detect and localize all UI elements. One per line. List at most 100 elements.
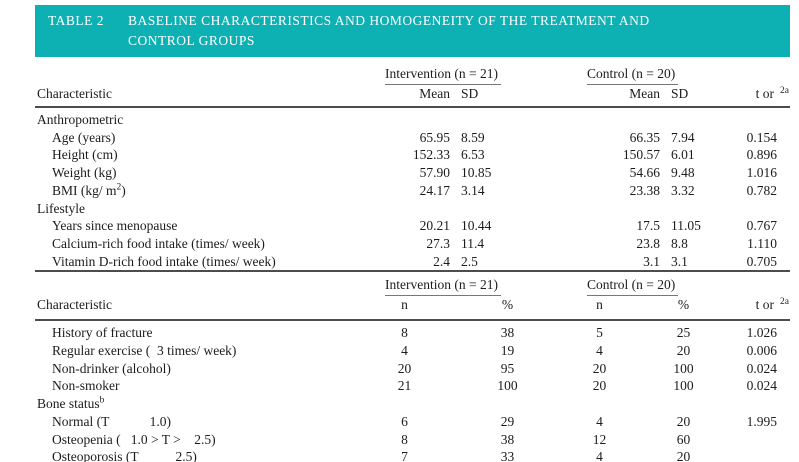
- control-dispersion-cell: 3.1: [671, 253, 688, 269]
- intervention-dispersion-cell: [450, 200, 587, 218]
- characteristic-cell: Height (cm): [52, 147, 118, 163]
- characteristic-cell: Non-drinker (alcohol): [52, 360, 171, 376]
- control-value-cell: 17.5: [636, 218, 660, 234]
- statistic-cell: 0.024: [746, 360, 778, 376]
- characteristic-cell: Osteoporosis (T 2.5): [52, 449, 197, 462]
- table-row: Osteopenia ( 1.0 > T > 2.5) 8 38 12 60: [35, 431, 790, 449]
- control-pct-header: %: [660, 296, 738, 322]
- statistic-header-superscript: 2a: [780, 296, 790, 307]
- control-value-cell: 3.1: [643, 253, 660, 269]
- control-dispersion-cell: 20: [676, 449, 691, 462]
- intervention-dispersion-cell: 10.44: [461, 218, 492, 234]
- statistic-cell: [737, 431, 790, 449]
- control-n-header: n: [587, 296, 660, 322]
- intervention-value-cell: 20.21: [419, 218, 450, 234]
- table-row: Weight (kg) 57.90 10.85 54.66 9.48 1.016: [35, 164, 790, 182]
- intervention-dispersion-cell: 19: [500, 343, 515, 359]
- intervention-n-header: n: [385, 296, 450, 322]
- characteristic-cell: Non-smoker: [52, 378, 120, 394]
- statistic-cell: 1.016: [746, 165, 778, 181]
- control-dispersion-cell: [660, 200, 737, 218]
- label-superscript: b: [99, 395, 105, 406]
- control-value-cell: 54.66: [629, 165, 660, 181]
- control-value-cell: [587, 200, 660, 218]
- characteristic-cell: History of fracture: [52, 325, 153, 341]
- intervention-dispersion-cell: 100: [497, 378, 518, 394]
- control-value-cell: [587, 395, 660, 413]
- characteristic-cell: Calcium-rich food intake (times/ week): [52, 235, 265, 251]
- statistic-cell: 0.767: [746, 218, 778, 234]
- group-header-row: Intervention (n = 21) Control (n = 20): [35, 270, 791, 297]
- intervention-dispersion-cell: 10.85: [461, 165, 492, 181]
- section1-header: Intervention (n = 21) Control (n = 20) C…: [35, 63, 791, 108]
- control-dispersion-cell: 8.8: [671, 235, 688, 251]
- column-header-row: Characteristic Mean SD Mean SD t or 2a: [35, 85, 791, 108]
- table-row: History of fracture 8 38 5 25 1.026: [35, 320, 790, 342]
- intervention-dispersion-cell: 38: [500, 431, 515, 447]
- table-row: Non-smoker 21 100 20 100 0.024: [35, 377, 790, 395]
- group-header-row: Intervention (n = 21) Control (n = 20): [35, 63, 790, 85]
- intervention-value-cell: [385, 200, 450, 218]
- control-dispersion-cell: [660, 107, 737, 129]
- intervention-value-cell: 24.17: [419, 182, 450, 198]
- control-dispersion-cell: 3.32: [671, 182, 695, 198]
- control-value-cell: 23.38: [629, 182, 660, 198]
- characteristic-header: Characteristic: [35, 296, 385, 322]
- control-value-cell: 20: [592, 360, 607, 376]
- table-row: Age (years) 65.95 8.59 66.35 7.94 0.154: [35, 129, 790, 147]
- control-dispersion-cell: 20: [676, 413, 691, 429]
- intervention-dispersion-cell: 95: [500, 360, 515, 376]
- intervention-dispersion-cell: 33: [500, 449, 515, 462]
- control-value-cell: 66.35: [629, 129, 660, 145]
- intervention-value-cell: 6: [401, 413, 408, 429]
- control-value-cell: 23.8: [636, 235, 660, 251]
- table-row: Years since menopause 20.21 10.44 17.5 1…: [35, 217, 790, 235]
- table-row: Osteoporosis (T 2.5) 7 33 4 20: [35, 448, 790, 462]
- section2-rows: History of fracture 8 38 5 25 1.026 Regu…: [35, 320, 790, 462]
- characteristic-cell: Lifestyle: [37, 200, 85, 216]
- table-row: Height (cm) 152.33 6.53 150.57 6.01 0.89…: [35, 146, 790, 164]
- statistic-header: t or 2a: [737, 85, 791, 108]
- control-value-cell: [587, 107, 660, 129]
- intervention-group-header: Intervention (n = 21): [385, 270, 587, 297]
- characteristic-cell: Bone statusb: [37, 395, 105, 412]
- intervention-dispersion-cell: 11.4: [461, 235, 485, 251]
- statistic-cell: [737, 448, 790, 462]
- characteristic-cell: Years since menopause: [52, 218, 178, 234]
- characteristic-cell: Anthropometric: [37, 112, 124, 127]
- table-row: Calcium-rich food intake (times/ week) 2…: [35, 235, 790, 253]
- control-value-cell: 5: [596, 325, 603, 341]
- control-group-header: Control (n = 20): [587, 270, 738, 297]
- control-dispersion-cell: [660, 395, 737, 413]
- statistic-header-superscript: 2a: [780, 85, 790, 96]
- intervention-dispersion-cell: 8.59: [461, 129, 485, 145]
- table-row: Vitamin D-rich food intake (times/ week)…: [35, 253, 790, 272]
- statistic-cell: [737, 395, 790, 413]
- intervention-dispersion-cell: 6.53: [461, 147, 485, 163]
- table-row: Non-drinker (alcohol) 20 95 20 100 0.024: [35, 360, 790, 378]
- section2-header: Intervention (n = 21) Control (n = 20) C…: [35, 270, 791, 322]
- statistic-cell: 1.995: [746, 413, 778, 429]
- intervention-value-cell: 152.33: [412, 147, 450, 163]
- control-sd-header: SD: [660, 85, 738, 108]
- control-dispersion-cell: 20: [676, 343, 691, 359]
- intervention-value-cell: 57.90: [419, 165, 450, 181]
- control-dispersion-cell: 25: [676, 325, 691, 341]
- control-mean-header: Mean: [587, 85, 660, 108]
- intervention-value-cell: 65.95: [419, 129, 450, 145]
- intervention-value-cell: 27.3: [426, 235, 450, 251]
- intervention-value-cell: 21: [397, 378, 412, 394]
- intervention-sd-header: SD: [450, 85, 587, 108]
- characteristic-cell: Weight (kg): [52, 165, 117, 181]
- control-value-cell: 20: [592, 378, 607, 394]
- table-row: Normal (T 1.0) 6 29 4 20 1.995: [35, 413, 790, 431]
- table-row: Bone statusb: [35, 395, 790, 413]
- statistic-cell: [737, 107, 790, 129]
- statistic-cell: 0.154: [746, 129, 778, 145]
- intervention-dispersion-cell: [450, 107, 587, 129]
- intervention-mean-header: Mean: [385, 85, 450, 108]
- characteristic-cell: Age (years): [52, 129, 116, 145]
- statistic-cell: 1.110: [747, 235, 778, 251]
- baseline-characteristics-table: Intervention (n = 21) Control (n = 20) C…: [35, 63, 791, 462]
